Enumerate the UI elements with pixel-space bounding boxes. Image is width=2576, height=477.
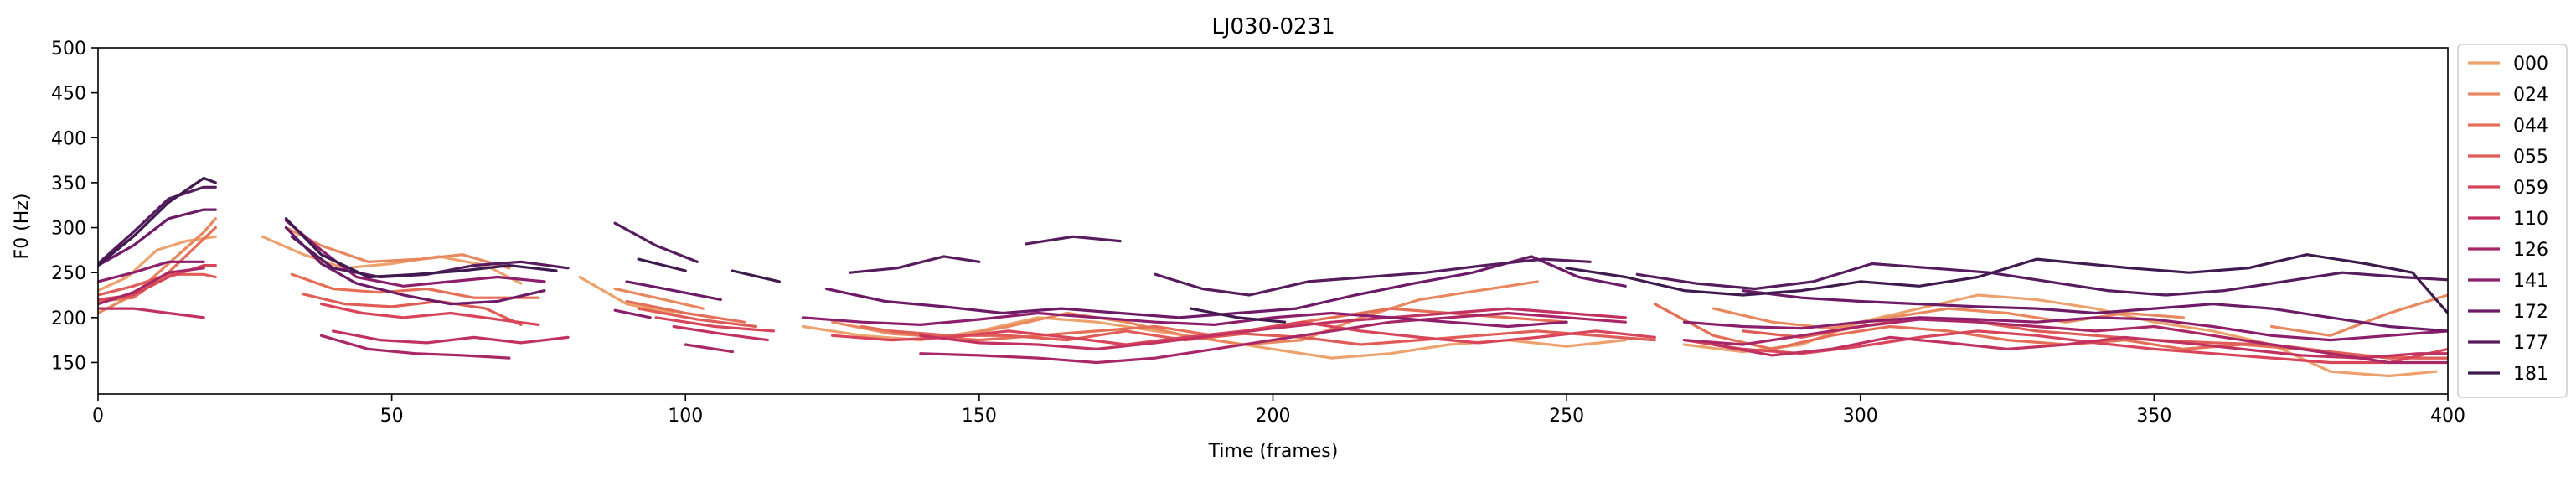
series-024-line <box>1711 307 2185 330</box>
series-141 <box>98 219 2448 342</box>
y-tick-label: 300 <box>51 219 86 240</box>
x-tick-label: 50 <box>380 406 404 427</box>
y-axis-label: F0 (Hz) <box>12 194 33 260</box>
series-177-line <box>1154 257 1592 297</box>
series-055-line <box>302 293 523 326</box>
series-110-line <box>331 329 570 345</box>
legend-label: 044 <box>2513 116 2548 137</box>
series-172-line <box>98 208 217 267</box>
legend-label: 141 <box>2513 271 2548 292</box>
legend-item: 141 <box>2468 271 2548 292</box>
series-141-line <box>613 308 652 319</box>
series-000-line <box>578 275 675 315</box>
plot-area <box>98 176 2448 378</box>
series-110-line <box>98 307 205 319</box>
series-181 <box>98 176 2448 324</box>
series-059-line <box>654 316 775 333</box>
x-tick-label: 100 <box>668 406 703 427</box>
legend-item: 055 <box>2468 147 2548 168</box>
series-126 <box>98 267 2448 365</box>
y-tick-label: 200 <box>51 308 86 329</box>
series-177-line <box>1635 262 2448 297</box>
legend-label: 059 <box>2513 178 2548 199</box>
series-141-line <box>801 311 1568 329</box>
legend-label: 000 <box>2513 54 2548 75</box>
legend-item: 110 <box>2468 209 2548 230</box>
legend-item: 126 <box>2468 240 2548 261</box>
x-tick-label: 200 <box>1256 406 1291 427</box>
series-110-line <box>672 324 769 342</box>
x-tick-label: 0 <box>92 406 104 427</box>
legend-label: 055 <box>2513 147 2548 168</box>
series-126-line <box>684 343 734 354</box>
series-181-line <box>1189 307 1287 324</box>
x-tick-label: 150 <box>962 406 997 427</box>
legend-label: 177 <box>2513 333 2548 354</box>
legend-item: 177 <box>2468 333 2548 354</box>
series-181-line <box>637 257 687 272</box>
axes: 0 50 100 150 200 250 300 350 400 150 200 250 300 350 4… <box>51 39 2465 427</box>
legend-item: 044 <box>2468 116 2548 137</box>
y-tick-label: 350 <box>51 174 86 194</box>
series-181-line <box>284 217 558 279</box>
series-181-line <box>1565 253 2448 315</box>
x-axis-label: Time (frames) <box>1208 441 1339 462</box>
series-059-line <box>319 303 540 326</box>
series-177-line <box>98 185 217 266</box>
legend-frame <box>2457 44 2568 398</box>
series-141-line <box>284 219 546 288</box>
series-172-line <box>625 280 722 301</box>
series-172-line <box>1741 289 2448 333</box>
series-055-line <box>890 329 1656 346</box>
series-055-line <box>98 272 217 297</box>
series-110-line <box>919 307 1627 350</box>
legend-item: 024 <box>2468 85 2548 106</box>
series-177-line <box>1025 235 1122 246</box>
legend-label: 024 <box>2513 85 2548 106</box>
legend-label: 110 <box>2513 209 2548 230</box>
y-tick-label: 400 <box>51 128 86 149</box>
series-024-line <box>613 287 705 310</box>
x-tick-label: 400 <box>2430 406 2465 427</box>
series-055-line <box>637 307 757 329</box>
x-tick-label: 250 <box>1549 406 1584 427</box>
series-024 <box>98 217 2448 346</box>
legend-label: 172 <box>2513 302 2548 323</box>
series-141-line <box>1682 316 2448 342</box>
series-024-line <box>2270 293 2448 337</box>
series-024-line <box>98 217 217 315</box>
series-126-line <box>1682 318 2448 365</box>
legend-item: 172 <box>2468 302 2548 323</box>
x-tick-label: 300 <box>1843 406 1878 427</box>
series-181-line <box>98 176 217 267</box>
legend-label: 126 <box>2513 240 2548 261</box>
series-177-line <box>613 221 699 263</box>
y-tick-label: 500 <box>51 39 86 60</box>
series-126-line <box>919 311 1627 365</box>
series-044-line <box>290 272 540 299</box>
legend-item: 000 <box>2468 54 2548 75</box>
y-tick-label: 450 <box>51 84 86 105</box>
series-172-line <box>284 226 546 306</box>
y-tick-label: 250 <box>51 263 86 284</box>
legend: 000 024 044 055 059 110 126 141 172 177 181 <box>2457 44 2568 398</box>
series-177-line <box>849 255 981 274</box>
series-181-line <box>730 269 781 283</box>
series-024-line <box>284 226 511 270</box>
series-126-line <box>98 267 205 306</box>
y-tick-label: 150 <box>51 353 86 374</box>
legend-label: 181 <box>2513 364 2548 385</box>
chart-title: LJ030-0231 <box>1211 14 1334 39</box>
legend-item: 059 <box>2468 178 2548 199</box>
series-141-line <box>98 260 205 283</box>
series-044-line <box>625 299 746 324</box>
legend-item: 181 <box>2468 364 2548 385</box>
x-tick-label: 350 <box>2136 406 2171 427</box>
series-126-line <box>319 334 511 360</box>
